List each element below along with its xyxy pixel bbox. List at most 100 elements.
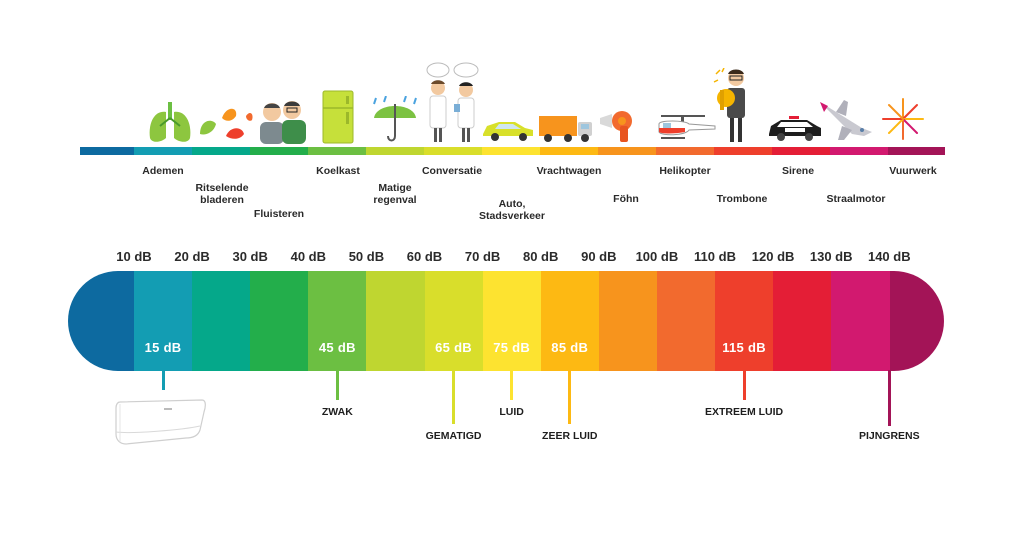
band-value-label: 15 dB bbox=[144, 340, 182, 355]
bar-segment bbox=[831, 271, 890, 371]
band-value-label: 85 dB bbox=[551, 340, 589, 355]
band-value-label: 45 dB bbox=[318, 340, 356, 355]
sound-source-label: Matige regenval bbox=[373, 182, 416, 206]
sound-source-label: Conversatie bbox=[422, 165, 482, 177]
pointer-line bbox=[887, 370, 891, 426]
sound-source-label: Trombone bbox=[717, 193, 768, 205]
air-conditioner-icon bbox=[115, 399, 206, 445]
sound-source-label-line: Sirene bbox=[781, 165, 815, 177]
db-scale-label: 100 dB bbox=[635, 249, 679, 264]
pointer-line bbox=[510, 370, 514, 400]
sound-source-label-line: Fluisteren bbox=[253, 208, 305, 220]
band-value-label: 65 dB bbox=[435, 340, 472, 355]
sound-source-label-line: Straalmotor bbox=[826, 193, 886, 205]
whispering-people-icon bbox=[260, 101, 306, 144]
loudness-category-label: PIJNGRENS bbox=[858, 430, 920, 442]
refrigerator-icon bbox=[322, 90, 354, 144]
bar-segment bbox=[540, 271, 600, 371]
top-strip-segment bbox=[598, 147, 657, 155]
sound-source-label-line: Helikopter bbox=[659, 165, 711, 177]
sound-source-label: Sirene bbox=[782, 165, 814, 177]
jet-icon bbox=[820, 100, 872, 140]
sound-source-label-line: Ritselende bbox=[195, 182, 249, 194]
sound-source-label: Koelkast bbox=[316, 165, 360, 177]
loudness-category-label: ZEER LUID bbox=[542, 430, 598, 442]
truck-icon bbox=[539, 116, 592, 142]
pointer-line bbox=[452, 370, 456, 424]
db-scale-label: 90 dB bbox=[581, 249, 617, 264]
top-strip-segment bbox=[540, 147, 599, 155]
pointer-line bbox=[161, 370, 165, 390]
umbrella-rain-icon bbox=[373, 96, 417, 142]
sound-source-label-line: regenval bbox=[373, 194, 417, 206]
sound-source-label-line: Conversatie bbox=[421, 165, 483, 177]
loudness-category-label: EXTREEM LUID bbox=[704, 406, 784, 418]
sound-source-label-line: Ademen bbox=[142, 165, 184, 177]
sound-source-label: Vuurwerk bbox=[889, 165, 936, 177]
bar-segment bbox=[656, 271, 716, 371]
sound-source-label: Ritselende bladeren bbox=[195, 182, 248, 206]
loudness-category-label: ZWAK bbox=[321, 406, 353, 418]
pointer-line bbox=[568, 370, 572, 424]
pointer-line bbox=[742, 370, 746, 400]
sound-source-label-line: Stadsverkeer bbox=[479, 210, 545, 222]
sound-source-label-line: Trombone bbox=[716, 193, 768, 205]
top-strip-segment bbox=[424, 147, 483, 155]
sound-source-label-line: Vrachtwagen bbox=[536, 165, 602, 177]
bar-segment bbox=[715, 271, 774, 371]
bar-segment bbox=[366, 271, 426, 371]
sound-source-label-line: Auto, bbox=[498, 198, 526, 210]
loudness-category-label: GEMATIGD bbox=[425, 430, 482, 442]
sound-source-label: Föhn bbox=[613, 193, 639, 205]
band-value-label: 115 dB bbox=[722, 340, 766, 355]
helicopter-icon bbox=[658, 115, 716, 139]
sound-source-label-line: Matige bbox=[378, 182, 412, 194]
leaves-icon bbox=[200, 108, 253, 139]
bar-segment bbox=[598, 271, 658, 371]
sound-source-label: Auto, Stadsverkeer bbox=[479, 198, 545, 222]
bar-segment bbox=[250, 271, 309, 371]
fireworks-icon bbox=[882, 98, 924, 140]
top-strip-segment bbox=[308, 147, 367, 155]
top-strip-segment bbox=[366, 147, 425, 155]
top-strip-segment bbox=[80, 147, 135, 155]
sound-source-label-line: Vuurwerk bbox=[889, 165, 937, 177]
db-scale-label: 50 dB bbox=[348, 249, 385, 264]
db-scale-label: 80 dB bbox=[522, 249, 559, 264]
hair-dryer-icon bbox=[600, 111, 632, 142]
top-strip-segment bbox=[772, 147, 831, 155]
sound-source-label: Straalmotor bbox=[827, 193, 886, 205]
db-scale-label: 120 dB bbox=[751, 249, 795, 264]
top-strip-segment bbox=[830, 147, 889, 155]
bar-segment bbox=[192, 271, 251, 371]
bar-segment bbox=[134, 271, 193, 371]
db-scale-label: 60 dB bbox=[406, 249, 443, 264]
db-scale-label: 130 dB bbox=[809, 249, 853, 264]
bar-segment bbox=[308, 271, 367, 371]
db-scale-label: 30 dB bbox=[232, 249, 268, 264]
pointer-line bbox=[335, 370, 339, 400]
db-scale-label: 20 dB bbox=[174, 249, 210, 264]
car-icon bbox=[483, 122, 533, 141]
top-strip-segment bbox=[482, 147, 541, 155]
db-scale-label: 110 dB bbox=[694, 249, 736, 264]
trombone-player-icon bbox=[713, 68, 745, 142]
db-scale-label: 140 dB bbox=[867, 249, 911, 264]
lungs-icon bbox=[149, 102, 191, 142]
sound-source-label: Ademen bbox=[142, 165, 183, 177]
sound-source-label: Helikopter bbox=[659, 165, 710, 177]
bar-segment bbox=[482, 271, 542, 371]
bar-segment bbox=[773, 271, 832, 371]
band-value-label: 75 dB bbox=[493, 340, 531, 355]
sound-source-label-line: bladeren bbox=[200, 194, 244, 206]
db-scale-label: 40 dB bbox=[290, 249, 326, 264]
top-strip-segment bbox=[656, 147, 715, 155]
sound-source-label-line: Föhn bbox=[613, 193, 639, 205]
db-scale-label: 70 dB bbox=[464, 249, 501, 264]
conversation-people-icon bbox=[426, 62, 479, 142]
top-strip-segment bbox=[250, 147, 309, 155]
top-strip-segment bbox=[714, 147, 773, 155]
bar-segment bbox=[424, 271, 484, 371]
police-car-icon bbox=[769, 116, 821, 141]
